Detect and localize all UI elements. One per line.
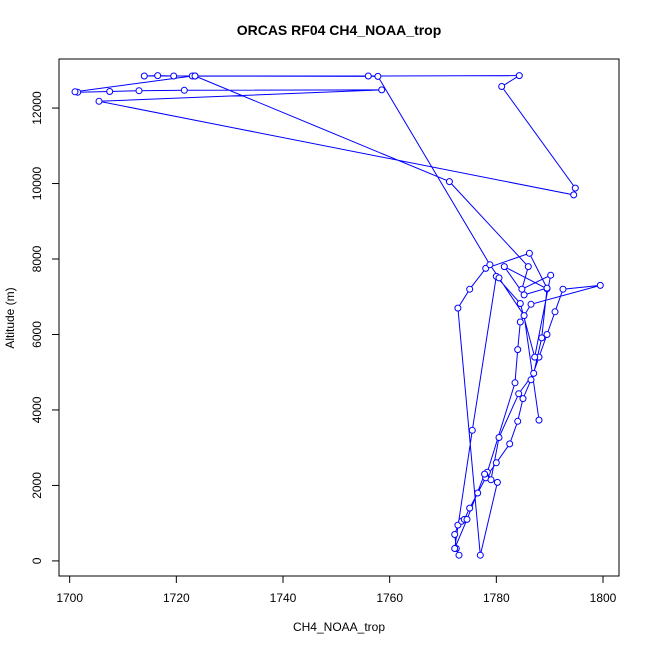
data-point [493, 478, 501, 486]
data-point [492, 459, 500, 467]
data-point [570, 191, 578, 199]
data-point [543, 284, 551, 292]
data-point [474, 489, 482, 497]
data-point [551, 308, 559, 316]
data-point [547, 271, 555, 279]
data-point [498, 83, 506, 90]
data-point [514, 417, 522, 425]
chart-title: ORCAS RF04 CH4_NOAA_trop [237, 22, 442, 38]
data-point [514, 346, 522, 354]
x-tick-label: 1740 [270, 591, 297, 605]
data-point [180, 86, 188, 94]
data-point [495, 274, 503, 282]
data-point [527, 376, 535, 384]
y-tick-label: 12000 [30, 91, 44, 125]
y-tick-label: 4000 [30, 396, 44, 423]
x-tick-label: 1760 [376, 591, 403, 605]
data-point [154, 72, 162, 80]
data-point [140, 72, 148, 80]
data-point [525, 249, 533, 257]
data-point [527, 300, 535, 308]
data-point [476, 551, 484, 559]
data-point [135, 87, 143, 95]
data-point [518, 285, 526, 293]
data-point [543, 331, 551, 338]
data-point [466, 285, 474, 293]
data-point [538, 334, 546, 342]
y-tick-label: 10000 [30, 167, 44, 201]
x-tick-label: 1700 [56, 591, 83, 605]
data-point [571, 184, 579, 192]
data-point [191, 72, 199, 80]
data-point [364, 72, 372, 80]
data-point [468, 426, 476, 434]
data-point [520, 291, 528, 299]
data-point [515, 72, 523, 80]
data-point [486, 261, 494, 269]
data-point [481, 470, 489, 478]
data-point [500, 263, 508, 271]
x-axis: 1700 1720 1740 1760 1780 1800 [56, 575, 617, 605]
data-point [378, 86, 386, 94]
data-point [520, 312, 528, 320]
data-point [559, 285, 567, 293]
data-point [106, 88, 114, 95]
data-point [519, 395, 527, 403]
data-point [511, 379, 519, 387]
data-point [451, 531, 459, 538]
data-point [516, 318, 524, 326]
series-layer [71, 72, 604, 559]
data-point [374, 72, 382, 80]
x-axis-label: CH4_NOAA_trop [293, 620, 385, 634]
y-tick-label: 2000 [30, 472, 44, 499]
data-point [445, 178, 453, 186]
data-point [95, 97, 103, 105]
y-axis-label: Altitude (m) [3, 287, 17, 348]
data-point [466, 504, 474, 512]
data-point [454, 304, 462, 312]
data-point [596, 281, 604, 289]
x-tick-label: 1720 [163, 591, 190, 605]
data-point [535, 416, 543, 424]
data-point [451, 545, 459, 552]
y-tick-label: 0 [30, 557, 44, 564]
x-tick-label: 1780 [483, 591, 510, 605]
data-point [506, 440, 514, 448]
data-point [515, 390, 523, 398]
x-tick-label: 1800 [590, 591, 617, 605]
data-point [71, 88, 79, 96]
data-point [455, 551, 463, 559]
y-tick-label: 6000 [30, 321, 44, 348]
data-point [170, 72, 178, 80]
data-point [495, 434, 503, 441]
data-point [531, 353, 539, 361]
data-point [516, 300, 524, 307]
data-point [524, 263, 532, 271]
y-axis: 0 2000 4000 6000 8000 10000 12000 [30, 91, 60, 564]
data-point [487, 476, 495, 484]
data-point [463, 515, 471, 523]
data-point [530, 369, 538, 377]
y-tick-label: 8000 [30, 245, 44, 272]
